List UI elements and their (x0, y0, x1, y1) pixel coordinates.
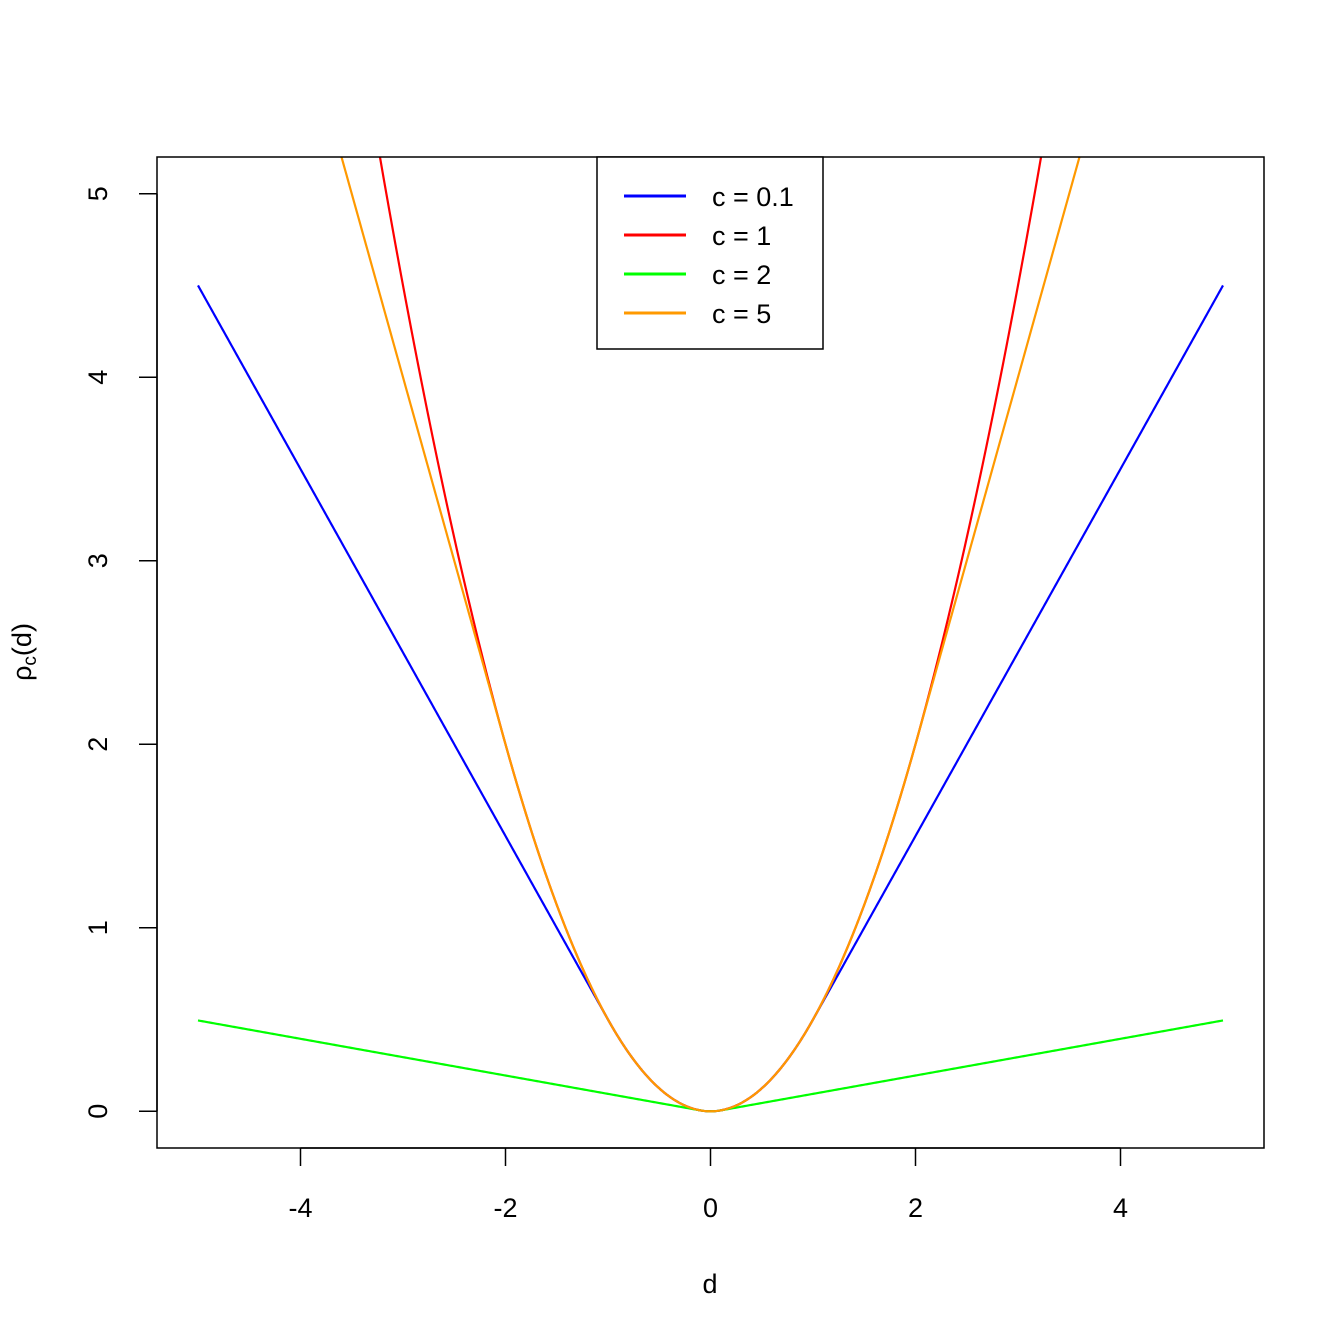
y-tick-label: 5 (83, 186, 113, 201)
x-axis-label: d (702, 1269, 717, 1299)
series-line-3 (197, 1019, 1224, 1113)
legend-box (596, 156, 824, 350)
y-tick-label: 0 (83, 1104, 113, 1119)
legend-label-2: c = 1 (712, 221, 771, 251)
y-axis-label-subscript: c (20, 656, 41, 666)
legend-items: c = 0.1 c = 1 c = 2 c = 5 (624, 182, 794, 329)
legend-label-3: c = 2 (712, 260, 771, 290)
y-axis-label-main: ρ (7, 666, 37, 681)
x-tick-label: 2 (908, 1193, 923, 1223)
series-line-4 (340, 157, 1081, 1113)
legend-label-1: c = 0.1 (712, 182, 794, 212)
x-tick-label: 0 (703, 1193, 718, 1223)
y-axis-label: ρc(d) (7, 623, 41, 681)
x-tick-label: 4 (1113, 1193, 1128, 1223)
y-tick-label: 1 (83, 920, 113, 935)
legend-label-4: c = 5 (712, 299, 771, 329)
series-line-1 (197, 284, 1224, 1113)
x-tick-label: -4 (288, 1193, 312, 1223)
plot-marks (197, 157, 1224, 1113)
x-tick-label: -2 (493, 1193, 517, 1223)
y-tick-label: 4 (83, 370, 113, 385)
legend: c = 0.1 c = 1 c = 2 c = 5 (596, 156, 824, 350)
y-tick-label: 3 (83, 553, 113, 568)
y-axis: 0 1 2 3 4 5 (83, 186, 158, 1119)
y-axis-label-suffix: (d) (7, 623, 37, 656)
y-tick-label: 2 (83, 737, 113, 752)
x-axis: -4 -2 0 2 4 (288, 1147, 1128, 1223)
